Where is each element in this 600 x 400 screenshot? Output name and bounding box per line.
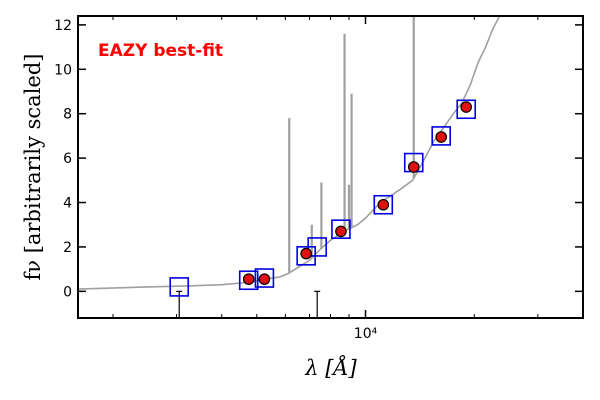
y-tick-label: 8 [63, 107, 72, 123]
model-flux-box [238, 270, 259, 291]
axes: 0 2 4 6 8 10 12 10⁴ [54, 16, 583, 342]
observed-flux-point [377, 198, 390, 211]
model-flux-box [169, 277, 190, 297]
annotation-label: EAZY best-fit [98, 41, 223, 61]
plot-frame [77, 15, 584, 319]
model-flux-box [307, 237, 328, 257]
model-flux-box [431, 126, 451, 146]
observed-flux-point [335, 225, 347, 238]
model-flux-box [373, 194, 394, 215]
plot-content [78, 16, 501, 318]
y-tick-label: 6 [63, 151, 72, 167]
model-flux-box [331, 219, 351, 239]
y-tick-label: 12 [54, 18, 72, 34]
observed-flux-point [300, 247, 312, 260]
y-axis-label: fν [arbitrarily scaled] [21, 54, 45, 281]
observed-flux-point [258, 273, 271, 285]
template-spectrum-line [78, 16, 501, 290]
y-tick-label: 2 [63, 240, 72, 256]
model-flux-box [254, 268, 275, 288]
x-axis-label: λ [Å] [304, 355, 357, 380]
y-tick-label: 4 [63, 196, 72, 212]
model-flux-box [456, 99, 477, 120]
y-tick-label: 0 [63, 284, 72, 300]
observed-flux-point [407, 161, 420, 173]
observed-flux-point [435, 131, 447, 143]
y-tick-label: 10 [54, 62, 72, 78]
x-tick-label: 10⁴ [354, 326, 378, 342]
observed-flux-point [242, 273, 255, 285]
observed-flux-point [460, 101, 473, 113]
